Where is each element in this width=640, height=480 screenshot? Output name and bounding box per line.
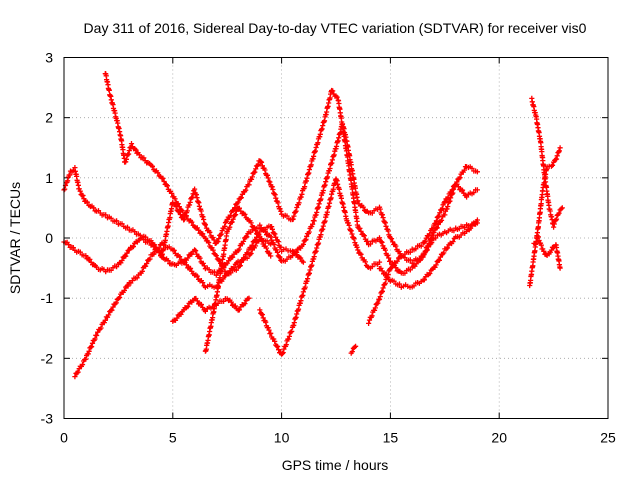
data-markers [61, 71, 565, 380]
x-tick-label: 15 [383, 430, 399, 446]
y-axis-label: SDTVAR / TECUs [7, 182, 23, 294]
plus-markers [529, 95, 565, 230]
x-tick-label: 0 [60, 430, 68, 446]
plus-markers [348, 343, 359, 356]
series-track-9 [366, 181, 480, 326]
plus-markers [366, 181, 480, 326]
plus-markers [257, 176, 383, 357]
y-tick-label: 3 [45, 50, 53, 66]
series-track-10 [376, 217, 480, 290]
x-tick-label: 20 [491, 430, 507, 446]
series-track-12 [529, 95, 565, 230]
y-tick-label: -1 [41, 290, 54, 306]
y-tick-label: 0 [45, 230, 53, 246]
series-track-13 [531, 234, 563, 271]
plus-markers [376, 217, 480, 290]
series-track-4 [72, 234, 274, 380]
series-track-8 [348, 343, 359, 356]
y-tick-label: -2 [41, 350, 54, 366]
plus-markers [72, 234, 274, 380]
y-tick-labels: -3 -2 -1 0 1 2 3 [41, 50, 54, 427]
series-track-7 [257, 176, 383, 357]
plus-markers [531, 234, 563, 271]
y-tick-label: 2 [45, 110, 53, 126]
chart-title: Day 311 of 2016, Sidereal Day-to-day VTE… [84, 20, 587, 36]
x-tick-labels: 0 5 10 15 20 25 [60, 430, 616, 446]
y-tick-label: 1 [45, 170, 53, 186]
x-tick-label: 25 [600, 430, 616, 446]
y-tick-label: -3 [41, 411, 54, 427]
x-tick-label: 10 [274, 430, 290, 446]
plus-markers [202, 205, 274, 354]
series-track-6 [202, 205, 274, 354]
x-axis-label: GPS time / hours [282, 457, 389, 473]
x-tick-label: 5 [169, 430, 177, 446]
plot-frame [63, 57, 609, 419]
